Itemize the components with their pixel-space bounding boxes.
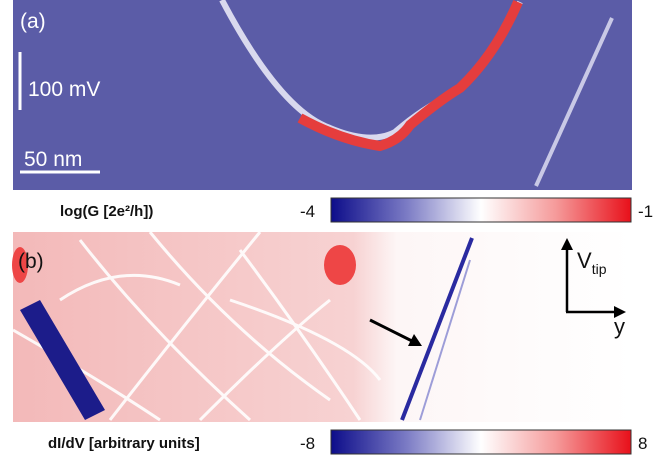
panel-b: (b) Vtip y	[12, 232, 632, 422]
axis-vertical-sub: tip	[592, 261, 607, 277]
page: (a) 100 mV 50 nm log(G [2e²/h]) -4 -1 (b…	[0, 0, 657, 466]
colorbar-label: dI/dV [arbitrary units]	[48, 435, 200, 452]
axis-vertical-main: V	[577, 248, 592, 273]
panel-label: (b)	[18, 250, 44, 273]
panel-a: (a) 100 mV 50 nm	[13, 0, 632, 190]
figure: (a) 100 mV 50 nm log(G [2e²/h]) -4 -1 (b…	[0, 0, 657, 461]
colorbar-min: -4	[300, 202, 315, 221]
scale-voltage: 100 mV	[28, 78, 100, 101]
colorbar-a: log(G [2e²/h]) -4 -1	[60, 198, 653, 222]
panel-label: (a)	[20, 10, 46, 33]
colorbar-max: -1	[638, 202, 653, 221]
colorbar-label: log(G [2e²/h])	[60, 203, 153, 220]
colorbar-max: 8	[638, 434, 647, 453]
colorbar-min: -8	[300, 434, 315, 453]
colorbar-b: dI/dV [arbitrary units] -8 8	[48, 430, 647, 454]
axis-horizontal: y	[614, 314, 625, 339]
scale-length: 50 nm	[24, 148, 82, 171]
